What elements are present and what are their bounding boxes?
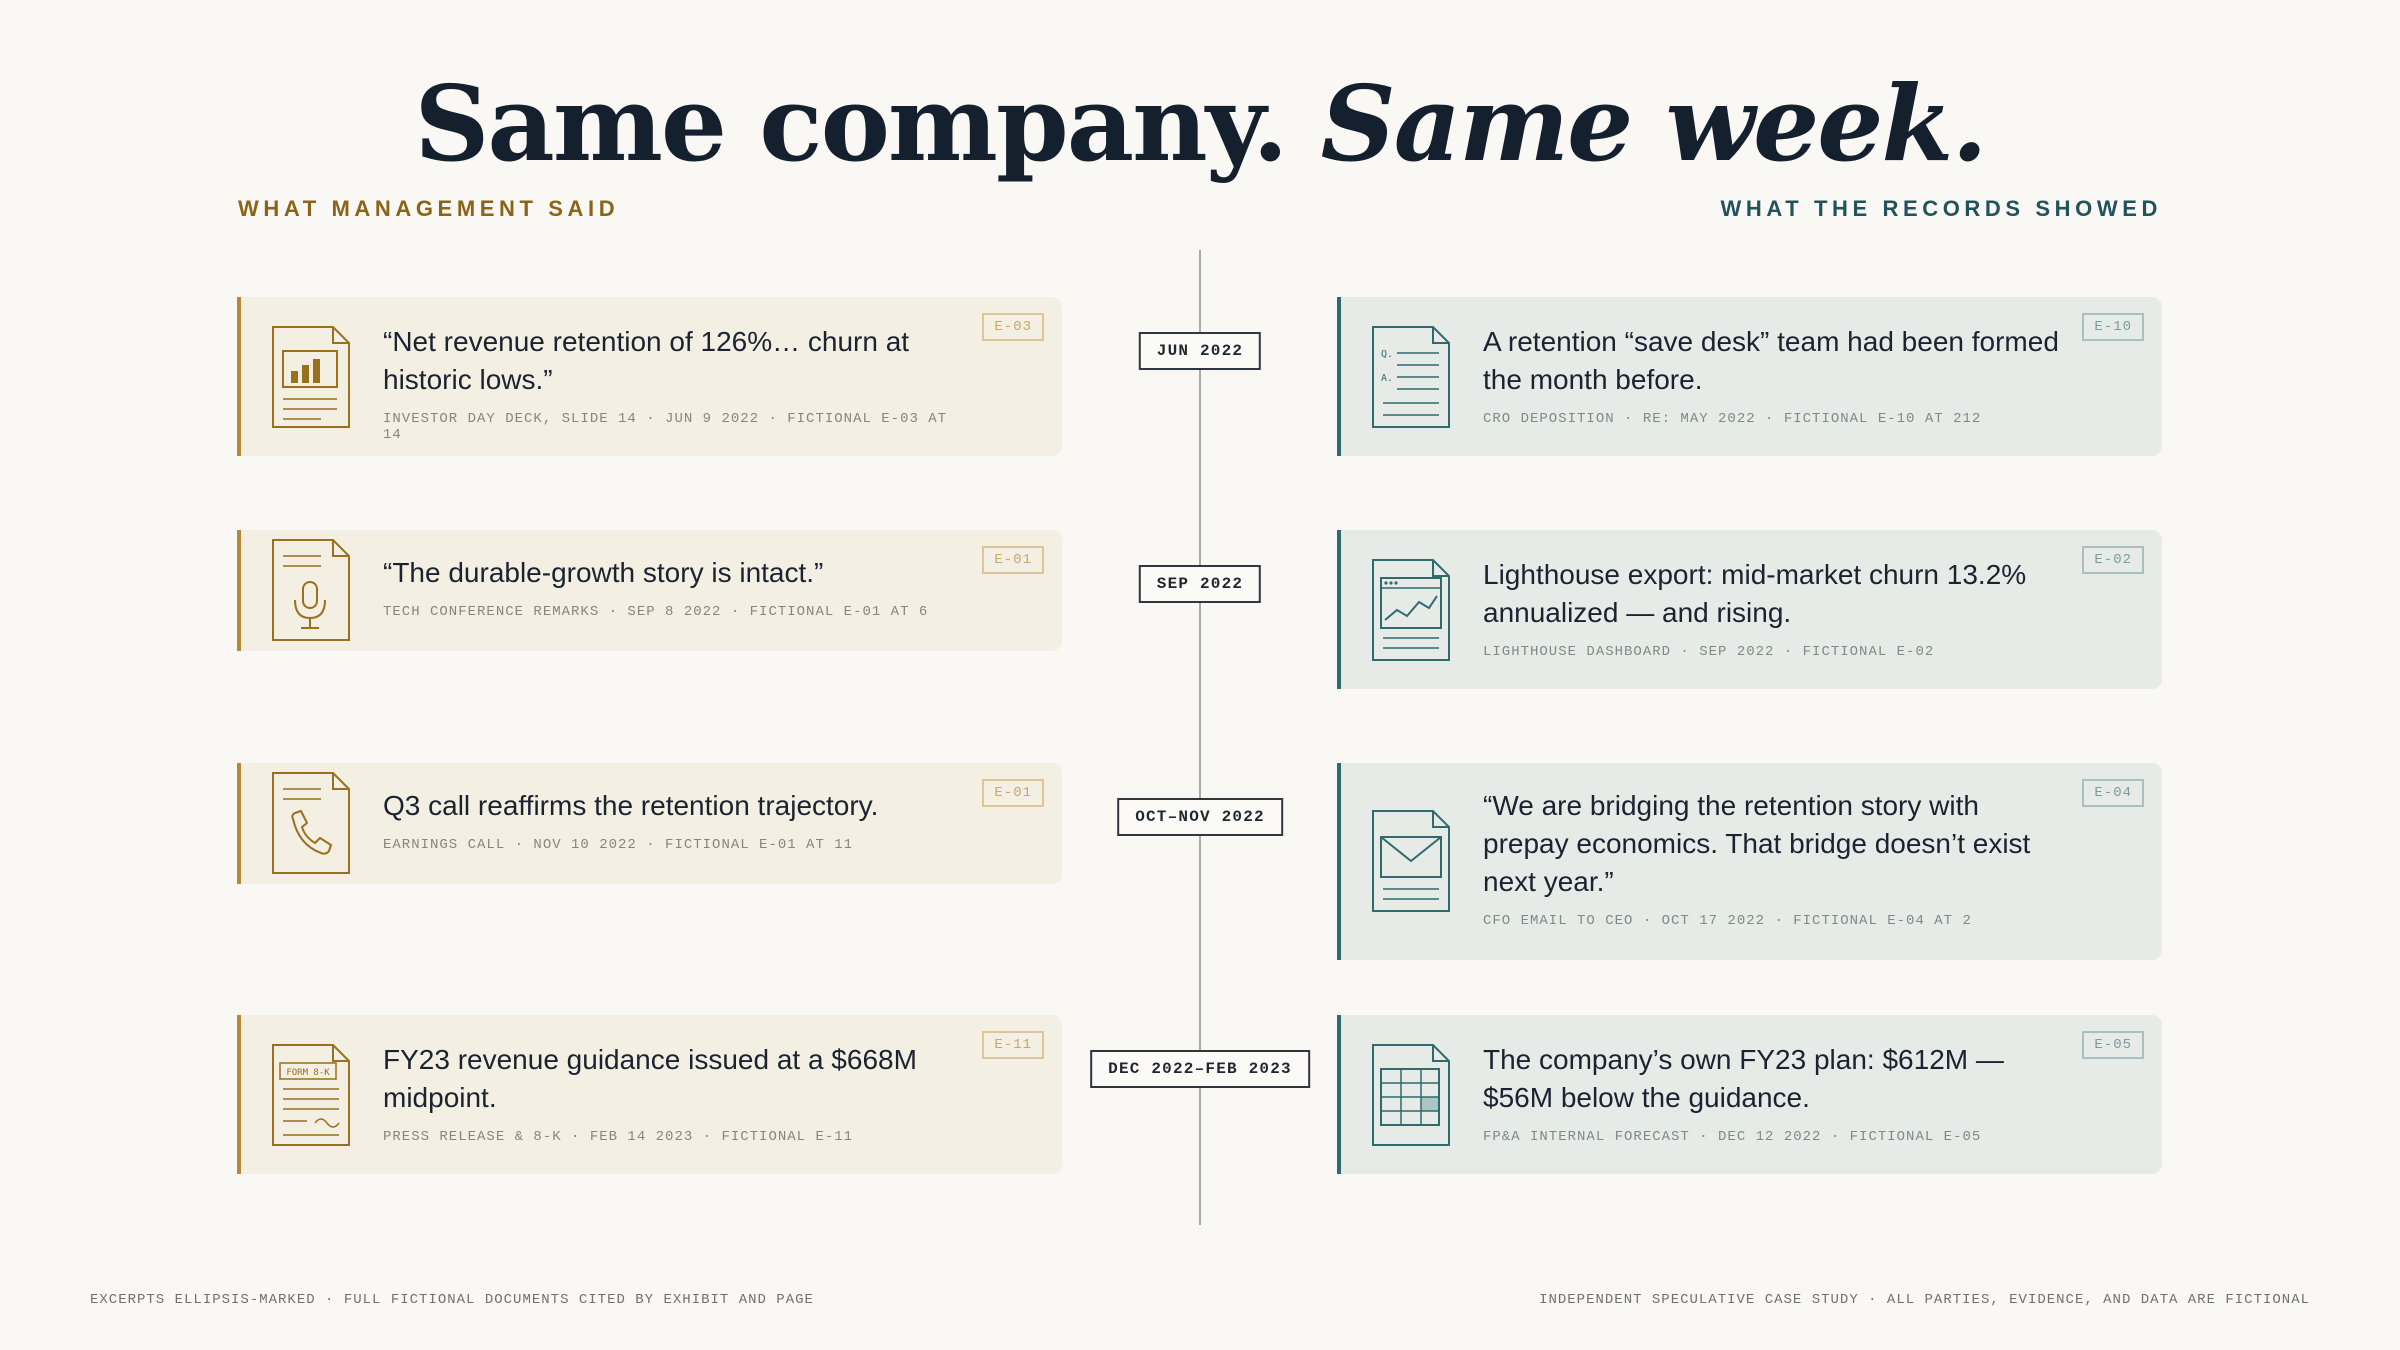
records-card: The company’s own FY23 plan: $612M — $56… (1337, 1015, 2162, 1174)
management-column-heading: WHAT MANAGEMENT SAID (238, 196, 620, 221)
management-quote: FY23 revenue guidance issued at a $668M … (383, 1044, 917, 1113)
management-quote: Q3 call reaffirms the retention trajecto… (383, 790, 879, 821)
timeline-date-tag: DEC 2022–FEB 2023 (1090, 1050, 1310, 1088)
records-citation: CFO EMAIL TO CEO · OCT 17 2022 · FICTION… (1483, 913, 1972, 929)
records-citation: FP&A INTERNAL FORECAST · DEC 12 2022 · F… (1483, 1129, 1982, 1145)
microphone-document-icon (271, 538, 351, 647)
title-part-2: Same week. (1320, 62, 1988, 185)
records-card: Q. A. A retention “save desk” team had b… (1337, 297, 2162, 456)
chart-document-icon (271, 325, 351, 434)
exhibit-badge: E-01 (982, 546, 1044, 574)
timeline-date-tag: SEP 2022 (1138, 565, 1262, 603)
deposition-document-icon: Q. A. (1371, 325, 1451, 434)
svg-text:Q.: Q. (1381, 349, 1393, 360)
management-quote: “The durable-growth story is intact.” (383, 557, 824, 588)
exhibit-badge: E-02 (2082, 546, 2144, 574)
page-title: Same company. Same week. (0, 62, 2400, 185)
form-8k-document-icon: FORM 8-K (271, 1043, 351, 1152)
records-column-heading: WHAT THE RECORDS SHOWED (1720, 196, 2162, 221)
email-document-icon (1371, 809, 1451, 918)
exhibit-badge: E-04 (2082, 779, 2144, 807)
management-citation: TECH CONFERENCE REMARKS · SEP 8 2022 · F… (383, 604, 929, 620)
management-citation: PRESS RELEASE & 8-K · FEB 14 2023 · FICT… (383, 1129, 854, 1145)
management-card: “The durable-growth story is intact.” TE… (237, 530, 1062, 651)
records-card: Lighthouse export: mid-market churn 13.2… (1337, 530, 2162, 689)
management-card: “Net revenue retention of 126%… churn at… (237, 297, 1062, 456)
timeline-axis (1199, 250, 1201, 1225)
management-citation: EARNINGS CALL · NOV 10 2022 · FICTIONAL … (383, 837, 854, 853)
records-citation: CRO DEPOSITION · RE: MAY 2022 · FICTIONA… (1483, 411, 1982, 427)
footer-note-left: EXCERPTS ELLIPSIS-MARKED · FULL FICTIONA… (90, 1292, 814, 1308)
records-quote: A retention “save desk” team had been fo… (1483, 326, 2059, 395)
management-card: Q3 call reaffirms the retention trajecto… (237, 763, 1062, 884)
exhibit-badge: E-05 (2082, 1031, 2144, 1059)
form-8k-label: FORM 8-K (286, 1068, 330, 1078)
exhibit-badge: E-11 (982, 1031, 1044, 1059)
spreadsheet-document-icon (1371, 1043, 1451, 1152)
records-citation: LIGHTHOUSE DASHBOARD · SEP 2022 · FICTIO… (1483, 644, 1935, 660)
management-citation: INVESTOR DAY DECK, SLIDE 14 · JUN 9 2022… (383, 411, 948, 443)
records-card: “We are bridging the retention story wit… (1337, 763, 2162, 960)
management-quote: “Net revenue retention of 126%… churn at… (383, 326, 910, 395)
dashboard-document-icon (1371, 558, 1451, 667)
timeline-date-tag: OCT–NOV 2022 (1117, 798, 1283, 836)
timeline-date-tag: JUN 2022 (1138, 332, 1262, 370)
exhibit-badge: E-10 (2082, 313, 2144, 341)
management-card: FORM 8-K FY23 revenue guidance issued at… (237, 1015, 1062, 1174)
exhibit-badge: E-01 (982, 779, 1044, 807)
footer-note-right: INDEPENDENT SPECULATIVE CASE STUDY · ALL… (1539, 1292, 2310, 1308)
svg-text:A.: A. (1381, 373, 1393, 384)
records-quote: Lighthouse export: mid-market churn 13.2… (1483, 559, 2027, 628)
exhibit-badge: E-03 (982, 313, 1044, 341)
records-quote: The company’s own FY23 plan: $612M — $56… (1483, 1044, 2004, 1113)
records-quote: “We are bridging the retention story wit… (1483, 790, 2031, 897)
phone-document-icon (271, 771, 351, 880)
title-part-1: Same company. (414, 62, 1288, 185)
